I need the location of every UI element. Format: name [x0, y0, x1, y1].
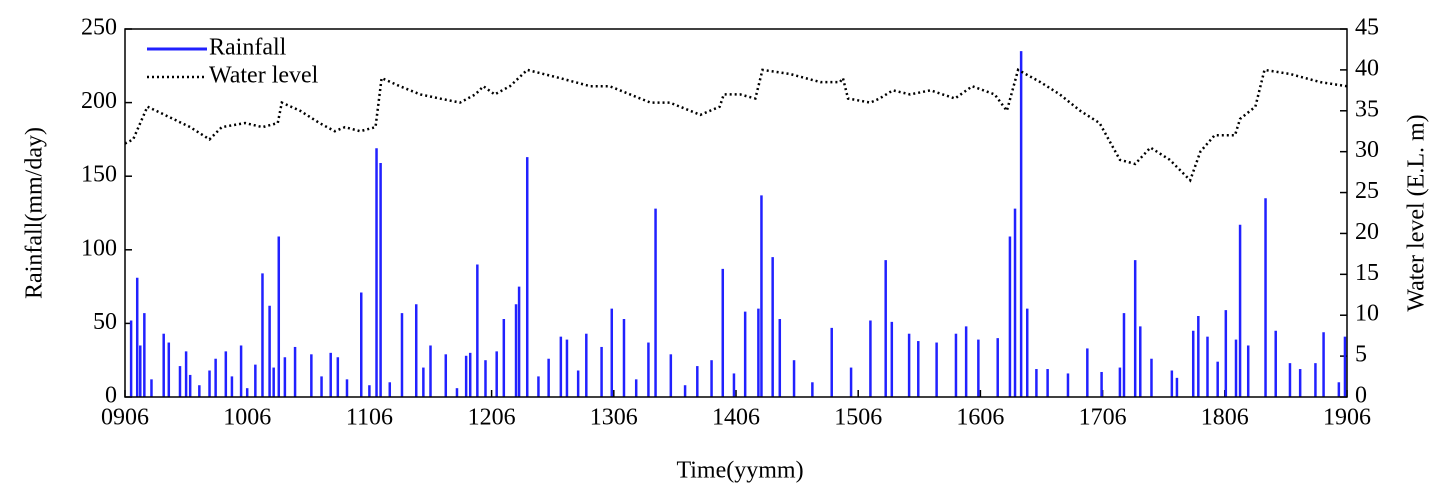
y-tick-label: 150 [81, 162, 117, 188]
x-axis-label: Time(yymm) [676, 458, 803, 484]
y-axis-label: Rainfall(mm/day) [22, 127, 48, 299]
y2-tick-label: 40 [1355, 55, 1379, 81]
plot-frame [124, 28, 1348, 398]
x-tick-label: 1506 [834, 405, 882, 431]
x-tick-label: 1906 [1323, 405, 1371, 431]
y2-tick-label: 45 [1355, 15, 1379, 41]
y2-tick-label: 0 [1355, 383, 1367, 409]
x-tick-label: 1106 [346, 405, 393, 431]
x-tick-label: 1406 [712, 405, 760, 431]
y-tick-label: 0 [105, 383, 117, 409]
x-tick-label: 0906 [101, 405, 149, 431]
y-tick-label: 200 [81, 88, 117, 114]
y-tick-label: 100 [81, 235, 117, 261]
legend-label: Water level [209, 63, 319, 89]
y2-tick-label: 30 [1355, 137, 1379, 163]
y2-tick-label: 20 [1355, 219, 1379, 245]
y-tick-label: 250 [81, 15, 117, 41]
x-tick-label: 1606 [956, 405, 1004, 431]
y2-tick-label: 25 [1355, 178, 1379, 204]
y2-tick-label: 35 [1355, 96, 1379, 122]
y2-tick-label: 5 [1355, 342, 1367, 368]
y2-tick-label: 10 [1355, 301, 1379, 327]
water-level-line [124, 68, 1348, 183]
legend-label: Rainfall [209, 35, 287, 61]
x-tick-label: 1206 [468, 405, 516, 431]
x-tick-label: 1006 [223, 405, 271, 431]
x-tick-label: 1306 [590, 405, 638, 431]
y2-tick-label: 15 [1355, 260, 1379, 286]
y-tick-label: 50 [93, 309, 117, 335]
y2-axis-label: Water level (E.L. m) [1404, 114, 1430, 311]
x-tick-label: 1806 [1201, 405, 1249, 431]
x-tick-label: 1706 [1079, 405, 1127, 431]
